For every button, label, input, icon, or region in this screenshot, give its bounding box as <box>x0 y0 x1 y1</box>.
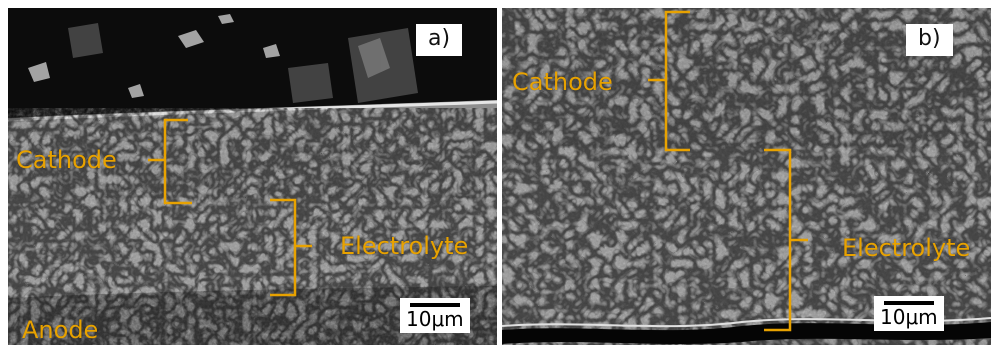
scale-bar-b: 10μm <box>874 296 944 331</box>
anode-label: Anode <box>22 316 99 344</box>
electrolyte-label: Electrolyte <box>340 232 469 260</box>
scale-bar-text: 10μm <box>880 305 938 329</box>
scale-bar-line <box>883 301 934 305</box>
electrolyte-label: Electrolyte <box>842 234 971 262</box>
sem-panel-b: b) Cathode Electrolyte 10μm <box>502 8 991 345</box>
sem-panel-a: a) Cathode Electrolyte Anode 10μm <box>8 8 497 345</box>
cathode-label: Cathode <box>512 68 613 96</box>
sem-micrograph-a <box>8 8 497 345</box>
scale-bar-a: 10μm <box>400 298 470 333</box>
cathode-label: Cathode <box>16 146 117 174</box>
panel-label-b: b) <box>906 24 953 56</box>
panel-label-a: a) <box>416 24 463 56</box>
sem-micrograph-b <box>502 8 991 345</box>
scale-bar-text: 10μm <box>406 307 464 331</box>
scale-bar-line <box>409 303 460 307</box>
